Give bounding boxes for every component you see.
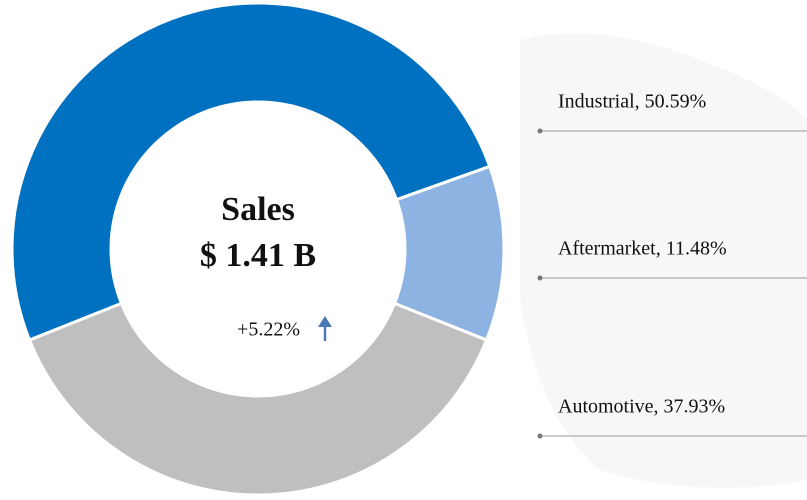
center-value: $ 1.41 B — [200, 237, 316, 274]
up-arrow — [318, 316, 332, 341]
legend-label: Aftermarket, 11.48% — [558, 238, 727, 260]
legend: Industrial, 50.59% Aftermarket, 11.48% Aut… — [537, 91, 807, 439]
legend-label: Automotive, 37.93% — [558, 396, 725, 418]
donut — [10, 1, 506, 497]
legend-label: Industrial, 50.59% — [558, 91, 706, 113]
donut-segment — [27, 301, 489, 497]
change-label: +5.22% — [237, 319, 300, 341]
center-title: Sales — [221, 191, 295, 228]
legend-dot — [537, 128, 543, 134]
map-backdrop — [520, 33, 807, 488]
legend-dot — [537, 433, 543, 439]
donut-segment — [10, 1, 492, 343]
legend-dot — [537, 275, 543, 281]
arrow-head — [318, 316, 332, 327]
